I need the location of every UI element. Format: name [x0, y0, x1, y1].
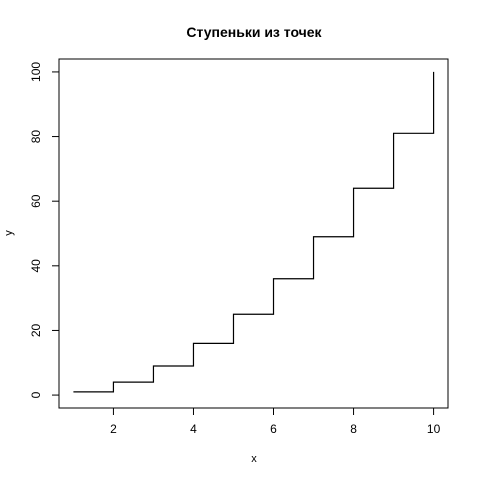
x-tick-label: 10	[427, 422, 441, 436]
x-tick-label: 4	[190, 422, 197, 436]
x-tick-label: 8	[350, 422, 357, 436]
x-tick-label: 6	[270, 422, 277, 436]
y-axis: 0 20 40 60 80 100	[29, 62, 60, 398]
y-axis-label: y	[3, 230, 15, 236]
y-tick-label: 40	[29, 259, 43, 273]
plot-frame	[58, 58, 449, 409]
y-tick-label: 100	[29, 62, 43, 82]
y-tick-label: 20	[29, 323, 43, 337]
y-tick-label: 80	[29, 130, 43, 144]
y-tick-label: 60	[29, 194, 43, 208]
x-axis-label: x	[251, 453, 257, 465]
chart-title: Ступеньки из точек	[186, 24, 322, 40]
step-series-line	[73, 71, 435, 393]
y-tick-label: 0	[29, 391, 43, 398]
x-axis: 2 4 6 8 10	[110, 407, 441, 436]
x-tick-label: 2	[110, 422, 117, 436]
